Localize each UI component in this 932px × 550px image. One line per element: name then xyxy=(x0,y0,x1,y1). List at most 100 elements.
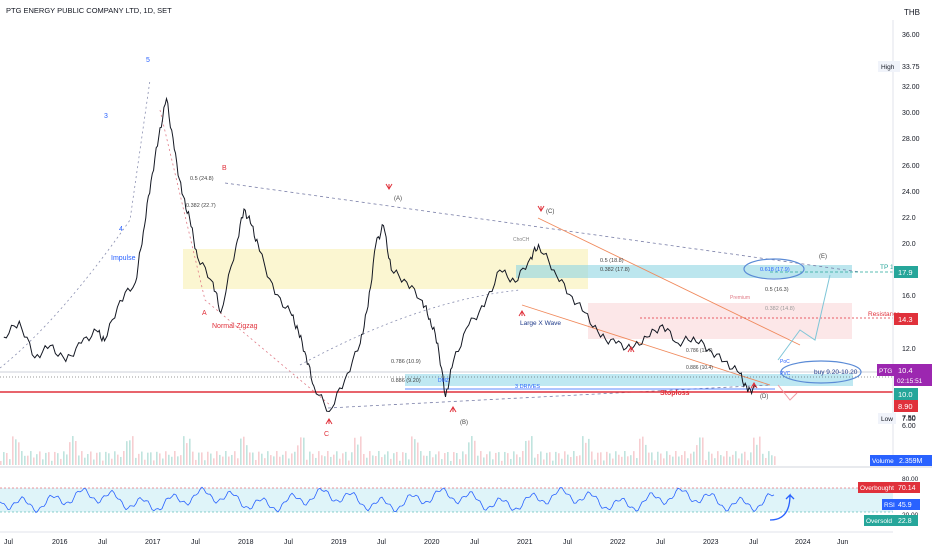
volume-bar xyxy=(0,461,2,465)
volume-bar xyxy=(636,458,638,465)
volume-bar xyxy=(21,451,23,465)
volume-bar xyxy=(624,451,626,465)
volume-bar xyxy=(93,459,95,465)
x-tick-label: 2018 xyxy=(238,539,254,546)
volume-bar xyxy=(63,451,65,465)
volume-bar xyxy=(717,451,719,465)
volume-bar xyxy=(483,457,485,465)
volume-bar xyxy=(726,451,728,465)
volume-bar xyxy=(168,454,170,465)
volume-bar xyxy=(471,436,473,465)
volume-bar xyxy=(264,458,266,465)
volume-bar xyxy=(240,438,242,465)
volume-bar xyxy=(732,454,734,465)
volume-bar xyxy=(237,458,239,465)
volume-bar xyxy=(261,453,263,465)
volume-bar xyxy=(447,452,449,465)
fib-0786-d: 0.786 (11.7) xyxy=(686,348,713,354)
stoploss-badge xyxy=(894,400,918,412)
volume-bar xyxy=(567,454,569,465)
volume-bar xyxy=(480,451,482,465)
poc-label: PoC xyxy=(780,359,790,365)
x-tick-label: 2024 xyxy=(795,539,811,546)
volume-bar xyxy=(147,452,149,465)
volume-bar xyxy=(438,451,440,465)
y-tick-label: 16.0 xyxy=(902,293,916,300)
volume-bar xyxy=(606,451,608,465)
volume-bar xyxy=(612,458,614,465)
volume-bar xyxy=(288,458,290,465)
volume-bar xyxy=(735,451,737,465)
buy-level-value: 10.0 xyxy=(898,390,913,399)
volume-bar xyxy=(486,454,488,465)
y-tick-label: 24.00 xyxy=(902,189,920,196)
volume-bar xyxy=(45,452,47,465)
x-tick-label: Jun xyxy=(837,539,848,546)
volume-bar xyxy=(297,445,299,465)
wave-c-label: C xyxy=(324,431,329,438)
volume-bar xyxy=(378,451,380,465)
fib-05-b: 0.5 (24.8) xyxy=(190,176,214,182)
volume-bar xyxy=(522,451,524,465)
volume-bar xyxy=(6,453,8,465)
volume-bar xyxy=(738,458,740,465)
dmz-label: DMZ xyxy=(438,378,449,384)
volume-bar xyxy=(309,451,311,465)
volume-bar xyxy=(468,442,470,465)
volume-bar xyxy=(450,460,452,465)
x-tick-label: Jul xyxy=(470,539,479,546)
volume-bar xyxy=(564,451,566,465)
volume-bar xyxy=(651,452,653,465)
volume-bar xyxy=(90,451,92,465)
volume-bar xyxy=(3,452,5,465)
x-tick-label: Jul xyxy=(377,539,386,546)
volume-bar xyxy=(396,451,398,465)
volume-bar xyxy=(210,453,212,465)
volume-bar xyxy=(672,456,674,465)
volume-bar xyxy=(387,451,389,465)
x-tick-label: Jul xyxy=(563,539,572,546)
volume-bar xyxy=(27,455,29,465)
volume-bar xyxy=(201,452,203,465)
wave-5-label: 5 xyxy=(146,57,150,64)
volume-bar xyxy=(282,454,284,465)
wave-b-label: B xyxy=(222,165,227,172)
fib-05-c: 0.5 (18.8) xyxy=(600,258,624,264)
volume-bar xyxy=(36,454,38,465)
volume-bar xyxy=(192,451,194,465)
volume-bar xyxy=(723,456,725,465)
volume-bar xyxy=(489,451,491,465)
target-zone xyxy=(516,265,852,278)
y-tick-label: 28.00 xyxy=(902,136,920,143)
volume-bar xyxy=(357,444,359,465)
buy-ellipse xyxy=(780,360,862,384)
volume-bar xyxy=(348,460,350,465)
volume-bar xyxy=(759,436,761,465)
x-tick-label: 2016 xyxy=(52,539,68,546)
x-tick-label: 2019 xyxy=(331,539,347,546)
volume-bar xyxy=(594,459,596,465)
fib-0618-e: 0.618 (17.9) xyxy=(760,267,790,273)
y-tick-label: 12.0 xyxy=(902,346,916,353)
volume-bar xyxy=(69,442,71,465)
volume-bars xyxy=(0,436,776,465)
x-axis-ticks: Jul 2016 Jul 2017 Jul 2018 Jul 2019 Jul 2020 Jul 20… xyxy=(4,539,848,546)
volume-bar xyxy=(12,436,14,465)
volume-bar xyxy=(249,452,251,465)
volume-bar xyxy=(552,460,554,465)
volume-bar xyxy=(198,452,200,465)
volume-bar xyxy=(132,436,134,465)
tp1-label: TP 1 xyxy=(880,264,894,271)
volume-bar xyxy=(324,456,326,465)
price-series xyxy=(3,96,756,413)
volume-bar xyxy=(42,459,44,465)
fib-0886-d: 0.886 (10.4) xyxy=(686,365,713,371)
volume-bar xyxy=(213,458,215,465)
volume-bar xyxy=(708,451,710,465)
x-tick-label: Jul xyxy=(656,539,665,546)
volume-bar xyxy=(444,453,446,465)
volume-bar xyxy=(363,453,365,465)
volume-bar xyxy=(495,452,497,465)
y-tick-label: 6.00 xyxy=(902,423,916,430)
